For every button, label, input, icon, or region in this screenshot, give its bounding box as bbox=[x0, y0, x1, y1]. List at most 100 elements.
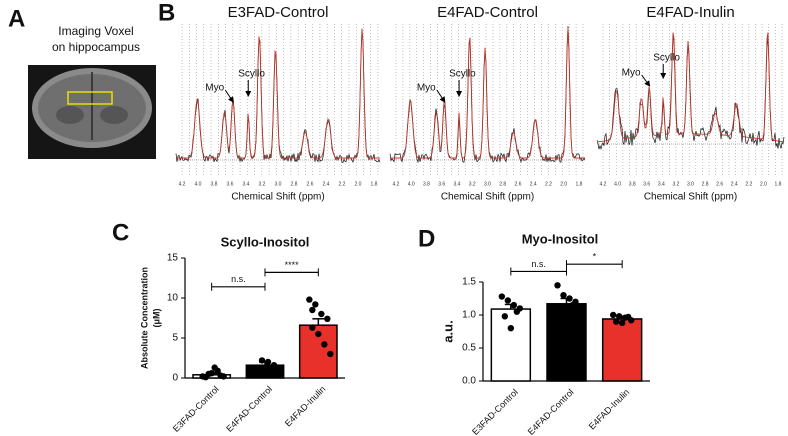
x-tick-label: 1.8 bbox=[576, 181, 583, 187]
data-point bbox=[258, 357, 266, 364]
x-tick-label: 4.0 bbox=[614, 181, 621, 187]
x-axis-label: Chemical Shift (ppm) bbox=[644, 192, 737, 203]
y-axis-label: (μM) bbox=[151, 308, 161, 327]
x-tick-label: 2.6 bbox=[515, 181, 522, 187]
y-tick-label: 15 bbox=[167, 253, 179, 264]
data-point bbox=[615, 313, 623, 320]
data-point bbox=[510, 301, 518, 309]
spectrum-title: E4FAD-Inulin bbox=[646, 4, 734, 21]
data-point bbox=[612, 318, 620, 325]
data-point bbox=[324, 315, 331, 322]
x-tick-label: 2.2 bbox=[339, 181, 346, 187]
x-tick-label: 2.8 bbox=[702, 181, 709, 187]
x-tick-label: 2.0 bbox=[355, 181, 362, 187]
x-tick-label: 2.4 bbox=[731, 181, 738, 187]
data-point bbox=[609, 311, 617, 319]
spectrum bbox=[389, 26, 586, 164]
data-point bbox=[306, 296, 313, 303]
data-point bbox=[618, 319, 626, 327]
spectrum-fit bbox=[390, 28, 585, 159]
bar bbox=[245, 364, 285, 379]
data-point bbox=[202, 374, 209, 381]
x-tick-label: E4FAD-Control bbox=[526, 387, 576, 436]
x-tick-label: 3.4 bbox=[454, 181, 461, 187]
x-tick-label: 3.4 bbox=[243, 181, 250, 187]
caption: Imaging Voxel bbox=[58, 24, 133, 38]
data-point bbox=[309, 306, 316, 314]
peak-label: Scyllo bbox=[238, 69, 265, 80]
significance-label: * bbox=[593, 252, 597, 262]
panel-label: B bbox=[158, 0, 175, 26]
x-tick-label: E3FAD-Control bbox=[171, 384, 221, 434]
x-tick-label: 2.4 bbox=[323, 181, 330, 187]
peak-label: Myo bbox=[417, 83, 436, 94]
data-point bbox=[214, 367, 221, 374]
spectrum-fit bbox=[596, 32, 785, 143]
x-tick-label: 3.6 bbox=[227, 181, 234, 187]
x-tick-label: 3.4 bbox=[658, 181, 665, 187]
data-point bbox=[501, 313, 509, 320]
data-point bbox=[255, 365, 263, 372]
x-tick-label: 4.0 bbox=[408, 181, 415, 187]
y-tick-label: 1.0 bbox=[462, 310, 476, 321]
y-tick-label: 0.0 bbox=[462, 376, 476, 387]
x-tick-label: 3.2 bbox=[469, 181, 476, 187]
bar bbox=[490, 308, 532, 382]
significance-label: n.s. bbox=[531, 259, 546, 269]
data-point bbox=[560, 292, 567, 299]
data-point bbox=[566, 295, 573, 302]
panel-label: C bbox=[112, 219, 129, 246]
arrow bbox=[436, 89, 446, 103]
x-axis-label: Chemical Shift (ppm) bbox=[231, 192, 324, 203]
data-point bbox=[507, 325, 515, 332]
peak-label: Myo bbox=[622, 68, 641, 79]
x-tick-label: 2.2 bbox=[545, 181, 552, 187]
data-point bbox=[315, 330, 322, 338]
data-point bbox=[318, 310, 325, 318]
data-point bbox=[624, 313, 632, 321]
x-tick-label: 2.2 bbox=[745, 181, 752, 187]
x-tick-label: 3.6 bbox=[643, 181, 650, 187]
panel-label: A bbox=[8, 5, 25, 32]
data-point bbox=[498, 293, 506, 300]
x-tick-label: 3.0 bbox=[687, 181, 694, 187]
data-point bbox=[220, 373, 227, 380]
x-tick-label: 2.8 bbox=[291, 181, 298, 187]
panel-label: D bbox=[418, 225, 435, 252]
significance-label: **** bbox=[285, 260, 300, 270]
spectrum bbox=[175, 30, 381, 163]
data-point bbox=[327, 350, 334, 358]
x-tick-label: 2.4 bbox=[530, 181, 537, 187]
peak-label: Scyllo bbox=[449, 69, 476, 80]
data-point bbox=[312, 301, 319, 308]
data-point bbox=[513, 308, 521, 315]
x-tick-label: 3.2 bbox=[259, 181, 266, 187]
x-tick-label: 2.0 bbox=[760, 181, 767, 187]
data-point bbox=[569, 301, 576, 309]
data-point bbox=[270, 362, 278, 369]
arrow bbox=[641, 74, 651, 87]
data-point bbox=[504, 297, 512, 304]
data-point bbox=[321, 341, 328, 348]
x-tick-label: 3.8 bbox=[211, 181, 218, 187]
data-point bbox=[309, 324, 316, 331]
x-tick-label: 2.0 bbox=[560, 181, 567, 187]
arrow bbox=[224, 89, 234, 103]
x-tick-label: 1.8 bbox=[775, 181, 782, 187]
bar bbox=[601, 318, 643, 382]
mri-image bbox=[28, 65, 156, 159]
data-point bbox=[563, 311, 570, 319]
data-point bbox=[208, 370, 215, 377]
y-tick-label: 1.5 bbox=[462, 277, 476, 288]
x-tick-label: 2.6 bbox=[307, 181, 314, 187]
y-tick-label: 10 bbox=[167, 293, 179, 304]
peak-label: Scyllo bbox=[653, 53, 680, 64]
data-point bbox=[557, 305, 564, 312]
y-axis-label: Absolute Concentration bbox=[139, 267, 149, 369]
x-tick-label: E4FAD-Inulin bbox=[587, 387, 632, 432]
data-point bbox=[554, 282, 561, 289]
spectrum-fit bbox=[176, 28, 380, 159]
x-tick-label: 2.6 bbox=[716, 181, 723, 187]
peak-label: Myo bbox=[205, 83, 224, 94]
